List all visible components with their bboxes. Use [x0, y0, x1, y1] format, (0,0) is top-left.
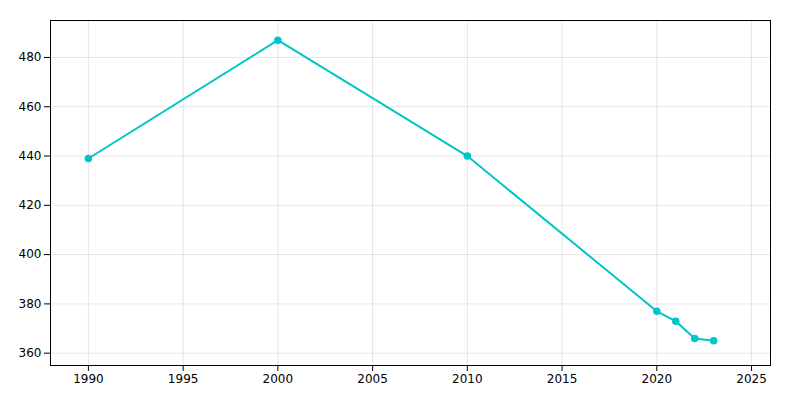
svg-text:360: 360: [19, 346, 42, 360]
svg-text:2000: 2000: [263, 372, 294, 386]
svg-text:2015: 2015: [547, 372, 578, 386]
svg-text:380: 380: [19, 297, 42, 311]
svg-text:2010: 2010: [452, 372, 483, 386]
svg-text:460: 460: [19, 100, 42, 114]
svg-text:400: 400: [19, 247, 42, 261]
svg-text:1995: 1995: [168, 372, 199, 386]
svg-text:480: 480: [19, 50, 42, 64]
svg-text:1990: 1990: [73, 372, 104, 386]
svg-text:420: 420: [19, 198, 42, 212]
svg-text:2020: 2020: [642, 372, 673, 386]
svg-text:2025: 2025: [736, 372, 767, 386]
svg-text:440: 440: [19, 149, 42, 163]
svg-text:2005: 2005: [357, 372, 388, 386]
